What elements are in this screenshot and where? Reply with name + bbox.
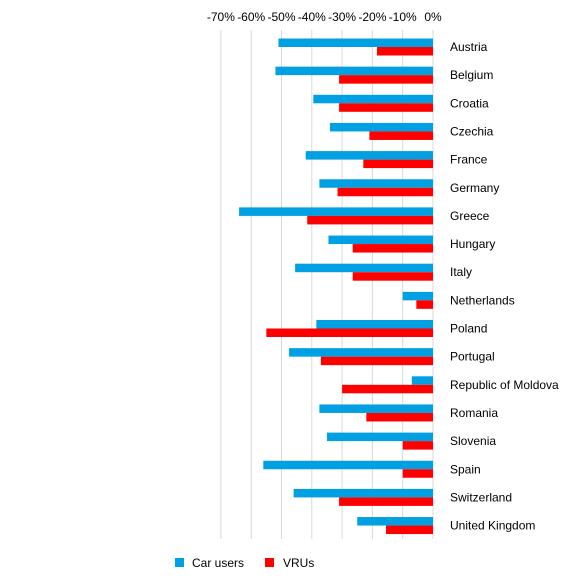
bar-car-users-united-kingdom (357, 517, 433, 526)
x-tick-label: -30% (328, 10, 356, 24)
x-tick-label: -40% (298, 10, 326, 24)
category-label-france: France (450, 153, 488, 167)
legend: Car users VRUs (175, 556, 314, 570)
bar-vrus-italy (352, 272, 433, 281)
bar-car-users-czechia (329, 122, 433, 132)
bar-car-users-france (305, 151, 433, 160)
category-label-switzerland: Switzerland (450, 490, 512, 504)
bar-car-users-romania (319, 404, 433, 413)
x-axis-ticks: -70% -60% -50% -40% -30% -20% -10% 0% (207, 10, 442, 24)
bar-vrus-belgium (339, 75, 433, 84)
x-tick-label: -50% (267, 10, 295, 24)
bar-vrus-hungary (352, 244, 433, 253)
bar-vrus-switzerland (339, 497, 433, 506)
bar-vrus-spain (402, 469, 433, 478)
x-tick-label: -20% (358, 10, 386, 24)
x-tick-label: -10% (389, 10, 417, 24)
bar-car-users-poland (316, 320, 433, 329)
bar-vrus-austria (376, 47, 433, 56)
legend-swatch-car-users (175, 558, 184, 567)
category-label-croatia: Croatia (450, 96, 489, 110)
legend-label-car-users: Car users (192, 556, 244, 570)
bar-car-users-croatia (313, 94, 433, 104)
grid-lines (220, 30, 434, 539)
category-label-italy: Italy (450, 265, 472, 279)
bars (239, 38, 433, 535)
bar-car-users-republic-of-moldova (411, 376, 433, 385)
category-label-netherlands: Netherlands (450, 293, 515, 307)
category-labels: Austria Belgium Croatia Czechia France German… (450, 40, 559, 533)
category-label-slovenia: Slovenia (450, 434, 496, 448)
bar-car-users-austria (278, 38, 433, 47)
bar-car-users-belgium (275, 66, 433, 76)
bar-car-users-switzerland (293, 488, 433, 498)
bar-car-users-greece (239, 207, 433, 216)
legend-swatch-vrus (265, 558, 274, 567)
bar-vrus-united-kingdom (386, 525, 433, 535)
bar-car-users-spain (263, 460, 433, 470)
category-label-portugal: Portugal (450, 350, 495, 364)
bar-vrus-croatia (339, 103, 433, 112)
category-label-united-kingdom: United Kingdom (450, 519, 535, 533)
bar-vrus-netherlands (416, 300, 433, 309)
bar-car-users-portugal (289, 348, 433, 357)
bar-car-users-netherlands (402, 291, 433, 301)
category-label-romania: Romania (450, 406, 498, 420)
legend-label-vrus: VRUs (283, 556, 314, 570)
category-label-greece: Greece (450, 209, 490, 223)
bar-vrus-czechia (369, 131, 433, 140)
bar-car-users-germany (319, 179, 433, 188)
bar-vrus-france (363, 159, 433, 169)
category-label-spain: Spain (450, 462, 481, 476)
bar-vrus-slovenia (402, 441, 433, 450)
category-label-belgium: Belgium (450, 68, 493, 82)
category-label-austria: Austria (450, 40, 488, 54)
category-label-czechia: Czechia (450, 124, 494, 138)
x-tick-label: -70% (207, 10, 235, 24)
x-tick-label: -60% (237, 10, 265, 24)
bar-vrus-germany (337, 187, 433, 197)
bar-car-users-hungary (328, 235, 433, 245)
bar-vrus-portugal (320, 356, 433, 366)
bar-vrus-romania (366, 412, 433, 422)
category-label-germany: Germany (450, 181, 499, 195)
bar-car-users-slovenia (326, 432, 433, 442)
bar-vrus-republic-of-moldova (342, 384, 433, 394)
category-label-poland: Poland (450, 322, 487, 336)
category-label-republic-of-moldova: Republic of Moldova (450, 378, 559, 392)
bar-vrus-greece (307, 215, 433, 225)
bar-vrus-poland (266, 328, 433, 337)
category-label-hungary: Hungary (450, 237, 495, 251)
bar-car-users-italy (295, 263, 433, 273)
x-tick-label: 0% (424, 10, 442, 24)
